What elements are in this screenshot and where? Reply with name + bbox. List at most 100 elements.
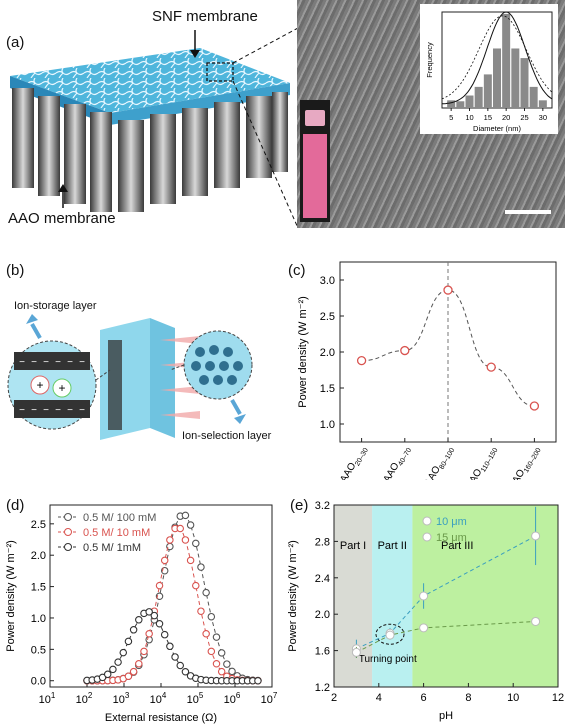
chart-e-region-label: Part III xyxy=(441,540,473,552)
chart-d-ytick-label: 2.5 xyxy=(31,519,46,531)
chart-d-ytick-label: 2.0 xyxy=(31,550,46,562)
svg-text:−: − xyxy=(19,405,25,416)
chart-c-ytick-label: 2.5 xyxy=(320,311,335,323)
inset-xlabel: Diameter (nm) xyxy=(473,124,521,133)
svg-text:−: − xyxy=(19,357,25,368)
chart-d-point xyxy=(192,539,200,548)
chart-c-point xyxy=(400,345,410,356)
chart-c-xtick-label: AAO20–30 xyxy=(338,444,370,480)
chart-e-ytick-label: 2.4 xyxy=(315,573,330,585)
turning-point-circle xyxy=(375,623,405,645)
chart-d-point xyxy=(109,665,117,674)
histogram-bar xyxy=(493,48,501,108)
chart-d-point xyxy=(145,608,153,616)
chart-d-point xyxy=(186,521,195,529)
chart-d-point xyxy=(160,630,169,639)
svg-text:+: + xyxy=(36,378,43,392)
chart-d-xlabel: External resistance (Ω) xyxy=(105,712,217,724)
chart-d-point xyxy=(114,658,122,666)
svg-text:−: − xyxy=(79,405,85,416)
chart-c-xtick-label: AAO160–200 xyxy=(507,444,543,480)
vial-photo xyxy=(300,100,330,222)
chart-d-point xyxy=(228,667,236,676)
membrane-illustration xyxy=(10,28,299,229)
panel-c-label: (c) xyxy=(288,262,306,279)
inset-xtick-label: 15 xyxy=(484,113,492,122)
chart-d-point xyxy=(155,620,164,628)
chart-d-legend-label: 0.5 M/ 100 mM xyxy=(83,512,156,524)
chart-e-point xyxy=(531,616,541,626)
fit-curve-dashed xyxy=(441,15,553,100)
chart-e-ytick-label: 2.8 xyxy=(315,536,330,548)
chart-d-legend-marker xyxy=(64,543,72,551)
chart-d-ytick-label: 1.0 xyxy=(31,613,46,625)
histogram-bar xyxy=(483,74,492,108)
chart-c-point xyxy=(529,401,540,411)
chart-e-point xyxy=(531,531,541,541)
chart-d-xtick-label: 107 xyxy=(261,691,278,706)
chart-e-legend-label: 15 μm xyxy=(436,532,467,544)
chart-d-ytick-label: 0.5 xyxy=(31,644,46,656)
chart-c-ytick-label: 1.0 xyxy=(320,419,335,431)
chart-d-point xyxy=(217,667,226,676)
ion-layer-illustration: − − − − − − − − − − − − + + xyxy=(7,314,253,440)
chart-c-ylabel: Power density (W m⁻²) xyxy=(297,296,309,408)
chart-d-ytick-label: 0.0 xyxy=(31,676,46,688)
chart-d-legend-label: 0.5 M/ 10 mM xyxy=(83,527,150,539)
chart-d-point xyxy=(192,581,200,590)
chart-e-region xyxy=(334,505,373,687)
chart-c-ytick-label: 2.0 xyxy=(320,347,335,359)
chart-e-xtick-label: 12 xyxy=(552,692,564,704)
chart-d-point xyxy=(176,524,184,533)
panel-e-label: (e) xyxy=(290,497,309,514)
chart-d-ytick-label: 1.5 xyxy=(31,582,46,594)
inset-xtick-label: 5 xyxy=(449,113,453,122)
ion-selection-label: Ion-selection layer xyxy=(182,430,272,442)
inset-xtick-label: 30 xyxy=(539,113,547,122)
chart-e-series-line xyxy=(356,535,536,650)
chart-e-legend-marker xyxy=(422,532,432,542)
chart-e-region-label: Part I xyxy=(340,540,366,552)
svg-text:−: − xyxy=(79,357,85,368)
svg-text:−: − xyxy=(43,357,49,368)
chart-e-point xyxy=(351,647,361,657)
snf-membrane-label: SNF membrane xyxy=(152,8,258,25)
svg-text:−: − xyxy=(67,405,73,416)
chart-e-xtick-label: 6 xyxy=(421,692,427,704)
chart-d-point xyxy=(171,653,179,661)
chart-e-ytick-label: 1.2 xyxy=(315,682,330,694)
chart-e-region-label: Part II xyxy=(378,540,407,552)
svg-text:−: − xyxy=(67,357,73,368)
histogram-bar xyxy=(456,101,465,108)
scale-bar xyxy=(505,210,551,214)
chart-c-xtick-label: AAO40–70 xyxy=(382,444,414,480)
chart-d-external-resistance: 0.0 0.5 1.0 1.5 2.0 2.5 101 102 103 104 105 106 107 E… xyxy=(5,504,278,724)
chart-d-point xyxy=(124,637,133,646)
chart-c-xtick-label: AAO110–150 xyxy=(464,444,499,480)
chart-d-legend-label: 0.5 M/ 1mM xyxy=(83,542,141,554)
chart-d-point xyxy=(155,581,164,590)
chart-c-xtick-label: AAO80–100 xyxy=(423,444,457,480)
chart-e-ytick-label: 3.2 xyxy=(315,500,330,512)
inset-xtick-label: 20 xyxy=(502,113,510,122)
chart-c-point xyxy=(443,285,453,295)
chart-c-ytick-label: 3.0 xyxy=(320,275,335,287)
chart-c-line xyxy=(361,289,535,407)
chart-d-xtick-label: 104 xyxy=(150,691,167,706)
chart-d-legend-marker xyxy=(64,513,72,521)
panel-d-label: (d) xyxy=(6,497,25,514)
diameter-histogram: 5 10 15 20 25 30 Diameter (nm) Frequency xyxy=(420,4,558,134)
chart-d-point xyxy=(135,616,143,624)
svg-text:−: − xyxy=(31,357,37,368)
chart-d-point xyxy=(207,612,216,621)
panel-a-label: (a) xyxy=(6,34,25,51)
chart-e-xtick-label: 10 xyxy=(507,692,519,704)
chart-e-ylabel: Power density (W m⁻²) xyxy=(287,540,299,652)
chart-e-ytick-label: 1.6 xyxy=(315,646,330,658)
histogram-bar xyxy=(520,58,529,108)
chart-c-point xyxy=(486,362,496,372)
chart-e-legend-label: 10 μm xyxy=(436,516,467,528)
chart-e-frame xyxy=(333,504,559,688)
chart-d-point xyxy=(166,642,174,651)
chart-d-point xyxy=(254,676,262,685)
